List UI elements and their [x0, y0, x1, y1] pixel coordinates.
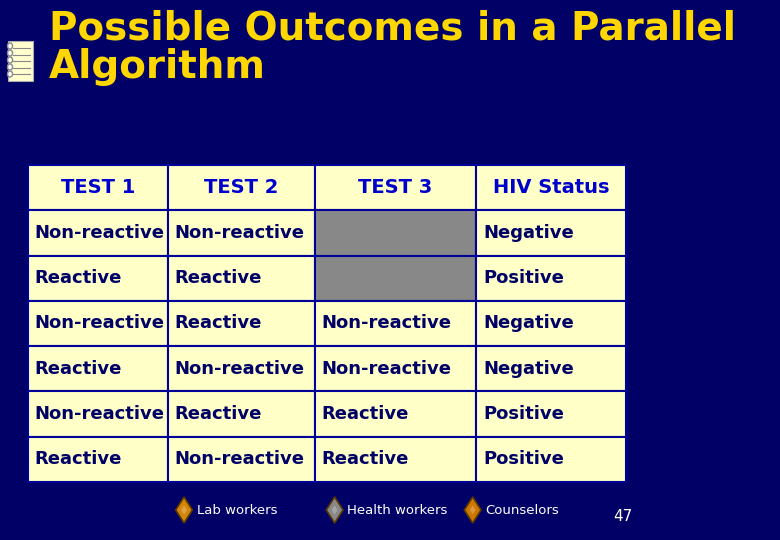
- Text: Reactive: Reactive: [34, 450, 122, 468]
- Text: Non-reactive: Non-reactive: [34, 405, 165, 423]
- Bar: [477, 165, 626, 210]
- Bar: [314, 255, 477, 301]
- Circle shape: [7, 50, 13, 57]
- Text: Reactive: Reactive: [175, 314, 262, 333]
- Bar: [477, 392, 626, 437]
- Text: 47: 47: [613, 509, 633, 524]
- Text: Non-reactive: Non-reactive: [175, 450, 305, 468]
- Bar: [477, 346, 626, 391]
- Polygon shape: [464, 497, 481, 523]
- Polygon shape: [181, 505, 187, 515]
- Bar: [477, 255, 626, 301]
- Bar: [168, 255, 314, 301]
- Text: Reactive: Reactive: [321, 405, 409, 423]
- Bar: [168, 437, 314, 482]
- Bar: [314, 437, 477, 482]
- Bar: [314, 165, 477, 210]
- Polygon shape: [326, 497, 343, 523]
- Bar: [314, 210, 477, 255]
- Circle shape: [7, 43, 13, 50]
- Circle shape: [7, 71, 13, 78]
- Text: Possible Outcomes in a Parallel: Possible Outcomes in a Parallel: [48, 10, 736, 48]
- Polygon shape: [470, 505, 476, 515]
- Text: Counselors: Counselors: [485, 503, 559, 516]
- Text: Reactive: Reactive: [175, 269, 262, 287]
- FancyBboxPatch shape: [8, 41, 33, 81]
- Circle shape: [7, 57, 13, 64]
- Bar: [27, 437, 168, 482]
- Text: Algorithm: Algorithm: [48, 48, 265, 86]
- Bar: [477, 437, 626, 482]
- Bar: [27, 210, 168, 255]
- Text: Negative: Negative: [483, 360, 573, 378]
- Text: Negative: Negative: [483, 224, 573, 242]
- Bar: [314, 346, 477, 391]
- Polygon shape: [332, 505, 338, 515]
- Bar: [168, 346, 314, 391]
- Bar: [27, 255, 168, 301]
- Text: Non-reactive: Non-reactive: [321, 314, 452, 333]
- Bar: [27, 301, 168, 346]
- Text: TEST 2: TEST 2: [204, 178, 278, 197]
- Text: Reactive: Reactive: [175, 405, 262, 423]
- Text: Reactive: Reactive: [321, 450, 409, 468]
- Text: Positive: Positive: [483, 269, 564, 287]
- Text: Reactive: Reactive: [34, 360, 122, 378]
- Bar: [27, 392, 168, 437]
- Text: Health workers: Health workers: [347, 503, 448, 516]
- Text: Non-reactive: Non-reactive: [34, 224, 165, 242]
- Text: Non-reactive: Non-reactive: [175, 360, 305, 378]
- Bar: [314, 301, 477, 346]
- Circle shape: [7, 64, 13, 71]
- Text: Lab workers: Lab workers: [197, 503, 277, 516]
- Text: Non-reactive: Non-reactive: [321, 360, 452, 378]
- Bar: [27, 346, 168, 391]
- Text: Non-reactive: Non-reactive: [175, 224, 305, 242]
- Text: Positive: Positive: [483, 450, 564, 468]
- Polygon shape: [176, 497, 193, 523]
- Text: Reactive: Reactive: [34, 269, 122, 287]
- Text: Negative: Negative: [483, 314, 573, 333]
- Bar: [168, 165, 314, 210]
- Text: HIV Status: HIV Status: [493, 178, 609, 197]
- Bar: [27, 165, 168, 210]
- Text: TEST 1: TEST 1: [61, 178, 135, 197]
- Bar: [314, 392, 477, 437]
- Bar: [168, 210, 314, 255]
- Bar: [477, 301, 626, 346]
- Bar: [168, 392, 314, 437]
- Text: Non-reactive: Non-reactive: [34, 314, 165, 333]
- Bar: [168, 301, 314, 346]
- Text: Positive: Positive: [483, 405, 564, 423]
- Bar: [477, 210, 626, 255]
- Text: TEST 3: TEST 3: [358, 178, 433, 197]
